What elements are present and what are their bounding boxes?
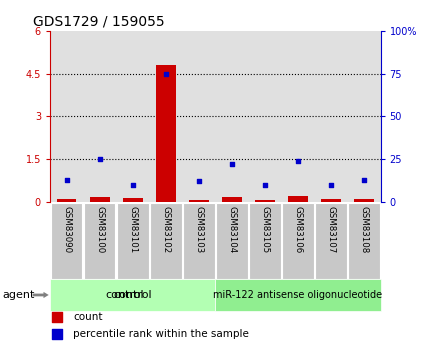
Text: GSM83090: GSM83090: [62, 206, 71, 253]
Bar: [287, 196, 307, 202]
Point: [294, 158, 301, 164]
Text: count: count: [73, 312, 102, 322]
FancyBboxPatch shape: [282, 203, 313, 279]
Bar: [182, 31, 215, 202]
FancyBboxPatch shape: [50, 279, 215, 311]
Text: control: control: [105, 290, 143, 300]
Point: [96, 156, 103, 162]
Point: [360, 177, 367, 183]
Text: GSM83105: GSM83105: [260, 206, 269, 253]
FancyBboxPatch shape: [215, 279, 380, 311]
Bar: [89, 197, 109, 202]
Text: GSM83107: GSM83107: [326, 206, 335, 253]
FancyBboxPatch shape: [84, 203, 115, 279]
FancyBboxPatch shape: [315, 203, 346, 279]
Bar: [254, 200, 274, 202]
Bar: [347, 31, 380, 202]
Text: GSM83100: GSM83100: [95, 206, 104, 253]
FancyBboxPatch shape: [249, 203, 280, 279]
Bar: [314, 31, 347, 202]
Bar: [353, 199, 373, 202]
Text: GSM83104: GSM83104: [227, 206, 236, 253]
Point: [63, 177, 70, 183]
Text: GSM83106: GSM83106: [293, 206, 302, 253]
FancyBboxPatch shape: [117, 203, 148, 279]
Bar: [248, 31, 281, 202]
FancyBboxPatch shape: [183, 203, 214, 279]
FancyBboxPatch shape: [216, 203, 247, 279]
Point: [129, 182, 136, 188]
Point: [327, 182, 334, 188]
Bar: [83, 31, 116, 202]
Text: GSM83103: GSM83103: [194, 206, 203, 253]
FancyBboxPatch shape: [51, 203, 82, 279]
Point: [261, 182, 268, 188]
Text: control: control: [113, 290, 151, 300]
Text: GSM83108: GSM83108: [359, 206, 368, 253]
Bar: [221, 197, 241, 202]
Text: GSM83102: GSM83102: [161, 206, 170, 253]
Bar: [281, 31, 314, 202]
Text: GSM83101: GSM83101: [128, 206, 137, 253]
FancyBboxPatch shape: [348, 203, 379, 279]
Bar: [188, 200, 208, 202]
Point: [228, 161, 235, 167]
Bar: [56, 199, 76, 202]
Point: [195, 179, 202, 184]
Bar: [50, 31, 83, 202]
Point: [162, 71, 169, 77]
Bar: [116, 31, 149, 202]
Bar: [215, 31, 248, 202]
Text: percentile rank within the sample: percentile rank within the sample: [73, 329, 249, 339]
Bar: [320, 199, 340, 202]
Point: [53, 315, 60, 320]
Bar: [149, 31, 182, 202]
Text: miR-122 antisense oligonucleotide: miR-122 antisense oligonucleotide: [213, 290, 381, 300]
Text: GDS1729 / 159055: GDS1729 / 159055: [33, 14, 165, 29]
Bar: [155, 65, 175, 202]
Text: agent: agent: [2, 290, 34, 300]
FancyBboxPatch shape: [150, 203, 181, 279]
Bar: [122, 198, 142, 202]
Point: [53, 331, 60, 336]
